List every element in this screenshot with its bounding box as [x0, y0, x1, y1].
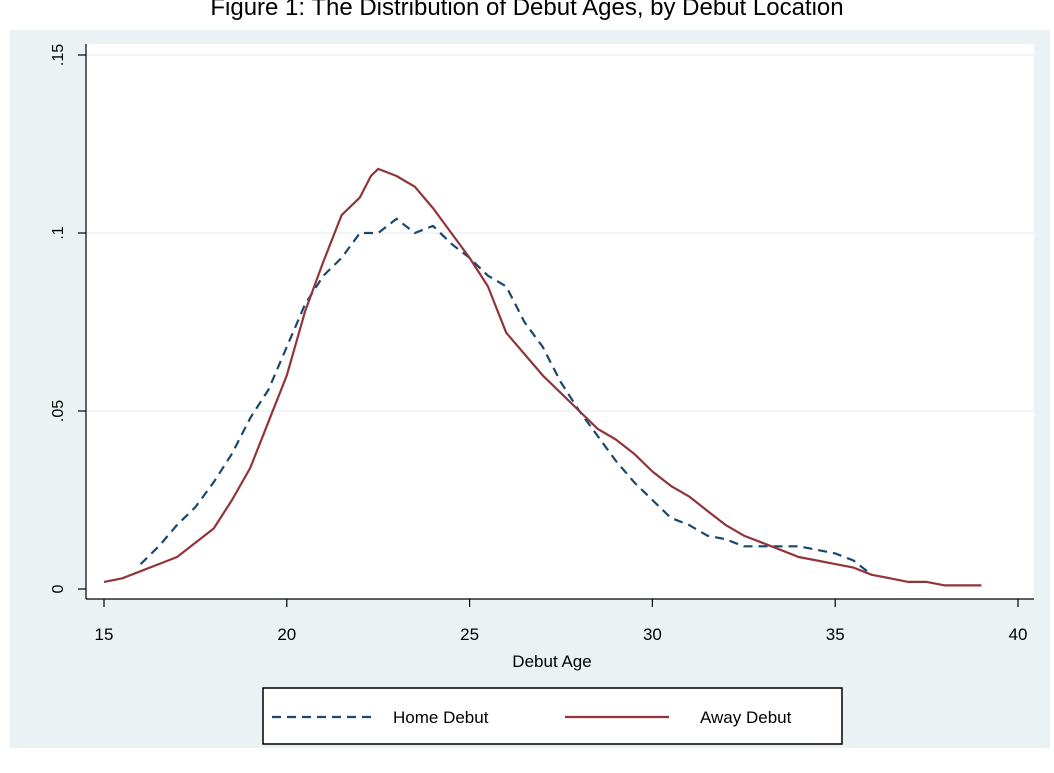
- legend-label-home-debut: Home Debut: [393, 708, 489, 727]
- legend: Home Debut Away Debut: [262, 687, 843, 745]
- y-tick-label: .15: [50, 44, 67, 66]
- series-line-home-debut: [139, 217, 873, 576]
- legend-box: [262, 687, 843, 745]
- y-tick-label: .1: [50, 226, 67, 239]
- chart-title: Figure 1: The Distribution of Debut Ages…: [210, 0, 844, 21]
- legend-label-away-debut: Away Debut: [700, 708, 792, 727]
- x-tick-label: 25: [460, 625, 479, 644]
- y-axis-ticks: 0 .05 .1 .15: [50, 44, 86, 593]
- grid-lines: [87, 54, 1034, 412]
- y-tick-label: .05: [50, 400, 67, 422]
- y-tick-label: 0: [50, 584, 67, 593]
- x-tick-label: 20: [277, 625, 296, 644]
- x-tick-label: 15: [95, 625, 114, 644]
- x-axis-ticks: 15 20 25 30 35 40: [95, 599, 1028, 644]
- x-tick-label: 35: [826, 625, 845, 644]
- x-tick-label: 30: [643, 625, 662, 644]
- x-tick-label: 40: [1009, 625, 1028, 644]
- series-lines: [103, 167, 982, 587]
- plot-area: [86, 44, 1034, 599]
- series-line-away-debut: [103, 167, 982, 587]
- x-axis-label: Debut Age: [512, 652, 591, 671]
